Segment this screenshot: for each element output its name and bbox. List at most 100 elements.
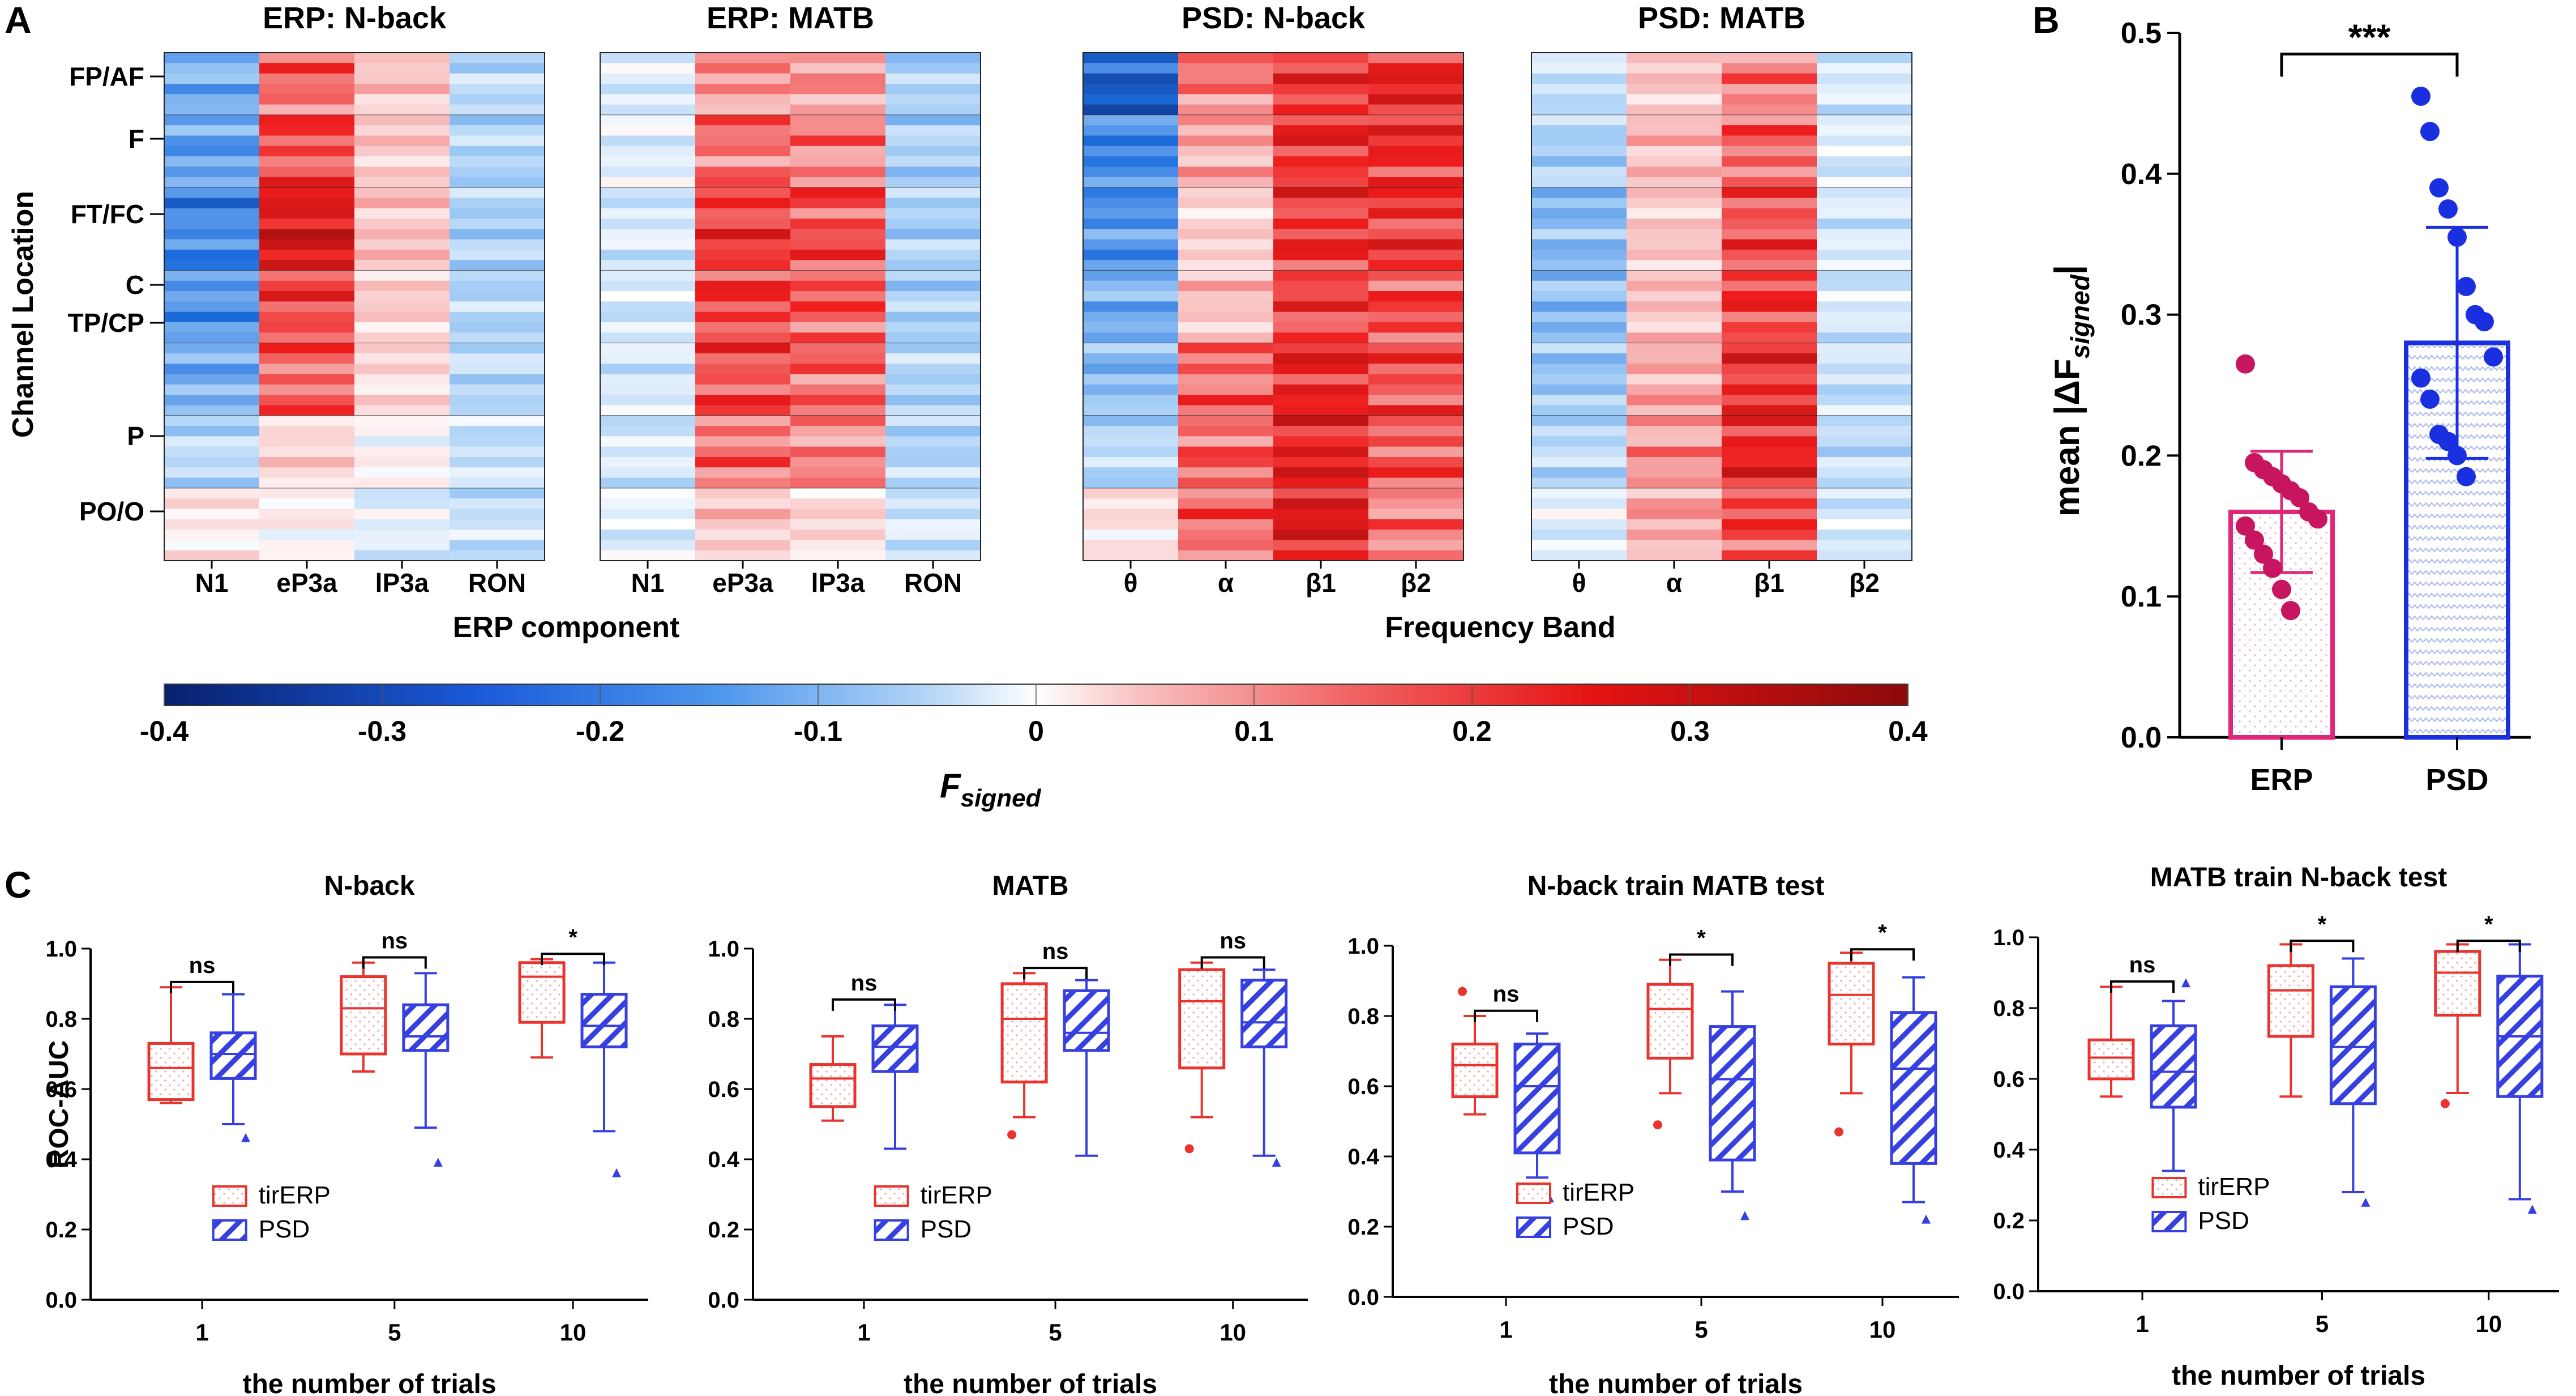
heatmap-cell: [259, 229, 355, 240]
heatmap-cell: [600, 187, 696, 198]
x-tick-label: 1: [2136, 1310, 2149, 1337]
heatmap-cell: [1817, 301, 1912, 313]
heatmaps: ERP: N-back N1 eP3a lP3a RON ERP: MATB N1 eP3a l…: [164, 1, 1912, 597]
heatmap-cell: [1722, 509, 1817, 520]
heatmap-cell: [1178, 53, 1274, 63]
heatmap-cell: [1273, 63, 1369, 74]
heatmap-cell: [354, 239, 450, 250]
heatmap-cell: [450, 540, 545, 551]
heatmap-cell: [1368, 73, 1464, 84]
heatmap-cell: [790, 446, 886, 458]
heatmap-cell: [1083, 239, 1179, 250]
heatmap-cell: [885, 550, 981, 561]
heatmap-cell: [600, 135, 696, 147]
heatmap-cell: [790, 415, 886, 426]
heatmap-cell: [1368, 509, 1464, 520]
heatmap-cell: [885, 291, 981, 302]
heatmap-cell: [1083, 270, 1179, 281]
heatmap-cell: [1627, 477, 1722, 489]
heatmap-cell: [1368, 135, 1464, 147]
heatmap-cell: [1368, 488, 1464, 499]
heatmap-cell: [354, 540, 450, 551]
heatmap-cell: [1722, 146, 1817, 157]
heatmap-cell: [450, 519, 545, 530]
heatmap-cell: [164, 374, 260, 385]
heatmap-cell: [1531, 467, 1627, 479]
heatmap-cell: [354, 477, 450, 489]
significance-label: ns: [1042, 939, 1069, 964]
y-tick-label: 0.4: [1993, 1138, 2025, 1163]
box-tirerp: [1451, 987, 1499, 1116]
heatmap-cell: [1368, 353, 1464, 364]
heatmap-cell: [1273, 311, 1369, 323]
column-label: θ: [1572, 568, 1586, 597]
heatmap-cell: [1627, 498, 1722, 510]
heatmap-title: ERP: N-back: [263, 1, 447, 35]
heatmap-cell: [790, 301, 886, 313]
heatmap-cell: [600, 374, 696, 385]
heatmap-cell: [164, 364, 260, 375]
heatmap-cell: [450, 322, 545, 333]
heatmap-cell: [790, 198, 886, 209]
y-tick-label: 0.8: [708, 1007, 739, 1032]
heatmap-cell: [885, 405, 981, 416]
heatmap-cell: [1178, 374, 1274, 385]
heatmap-cell: [695, 146, 791, 157]
heatmap-cell: [1273, 291, 1369, 302]
panel-b-ylabel: mean |ΔFsigned|: [2048, 265, 2095, 517]
box: [1063, 989, 1110, 1052]
heatmap-cell: [354, 509, 450, 520]
heatmap-cell: [885, 384, 981, 395]
box: [209, 1031, 257, 1080]
column-label: lP3a: [811, 568, 865, 597]
heatmap-cell: [695, 249, 791, 261]
legend-label: PSD: [2198, 1207, 2249, 1235]
heatmap-cell: [164, 343, 260, 354]
heatmap-cell: [1722, 53, 1817, 63]
heatmap-cell: [695, 530, 791, 540]
heatmap-cell: [1273, 519, 1369, 530]
heatmap-cell: [1817, 384, 1912, 395]
heatmap-cell: [1368, 177, 1464, 188]
data-point: [2245, 530, 2264, 550]
heatmap-cell: [695, 156, 791, 167]
heatmap-cell: [1817, 249, 1912, 261]
heatmap-cell: [695, 63, 791, 74]
heatmap-cell: [450, 249, 545, 261]
heatmap-cell: [885, 530, 981, 540]
heatmap-cell: [164, 104, 260, 116]
heatmap-cell: [450, 104, 545, 116]
heatmap-cell: [259, 446, 355, 458]
heatmap-cell: [1368, 477, 1464, 489]
heatmap-cell: [1627, 353, 1722, 364]
y-tick-label: 0.6: [1347, 1074, 1379, 1099]
y-tick-label: 0.6: [1993, 1067, 2025, 1092]
outlier: [1272, 1158, 1281, 1167]
heatmap-cell: [1817, 198, 1912, 209]
subplot-3: MATB train N-back test 0.0 0.2 0.4 0.6 0.8 1.0…: [1993, 863, 2559, 1391]
heatmap-cell: [1817, 436, 1912, 447]
heatmap-cell: [1083, 415, 1179, 426]
heatmap-cell: [1722, 125, 1817, 136]
heatmap-cell: [1817, 218, 1912, 229]
heatmap-cell: [1273, 73, 1369, 84]
heatmap-cell: [450, 311, 545, 323]
heatmap-cell: [695, 125, 791, 136]
heatmap-cell: [259, 208, 355, 219]
heatmap-cell: [1083, 364, 1179, 375]
outlier: [2181, 978, 2190, 988]
heatmap-cell: [1531, 177, 1627, 188]
heatmap-cell: [1722, 498, 1817, 510]
data-point: [2281, 601, 2300, 621]
heatmap-cell: [695, 239, 791, 250]
box-psd: [402, 972, 450, 1167]
heatmap-cell: [1531, 104, 1627, 116]
y-tick-label: 0.2: [2121, 439, 2162, 472]
outlier: [241, 1133, 250, 1142]
heatmap-cell: [1817, 456, 1912, 468]
heatmap-cell: [354, 530, 450, 540]
heatmap-cell: [354, 446, 450, 458]
channel-label: C: [126, 270, 144, 300]
heatmap-cell: [1083, 249, 1179, 261]
colorbar-tick-label: -0.3: [358, 715, 406, 747]
